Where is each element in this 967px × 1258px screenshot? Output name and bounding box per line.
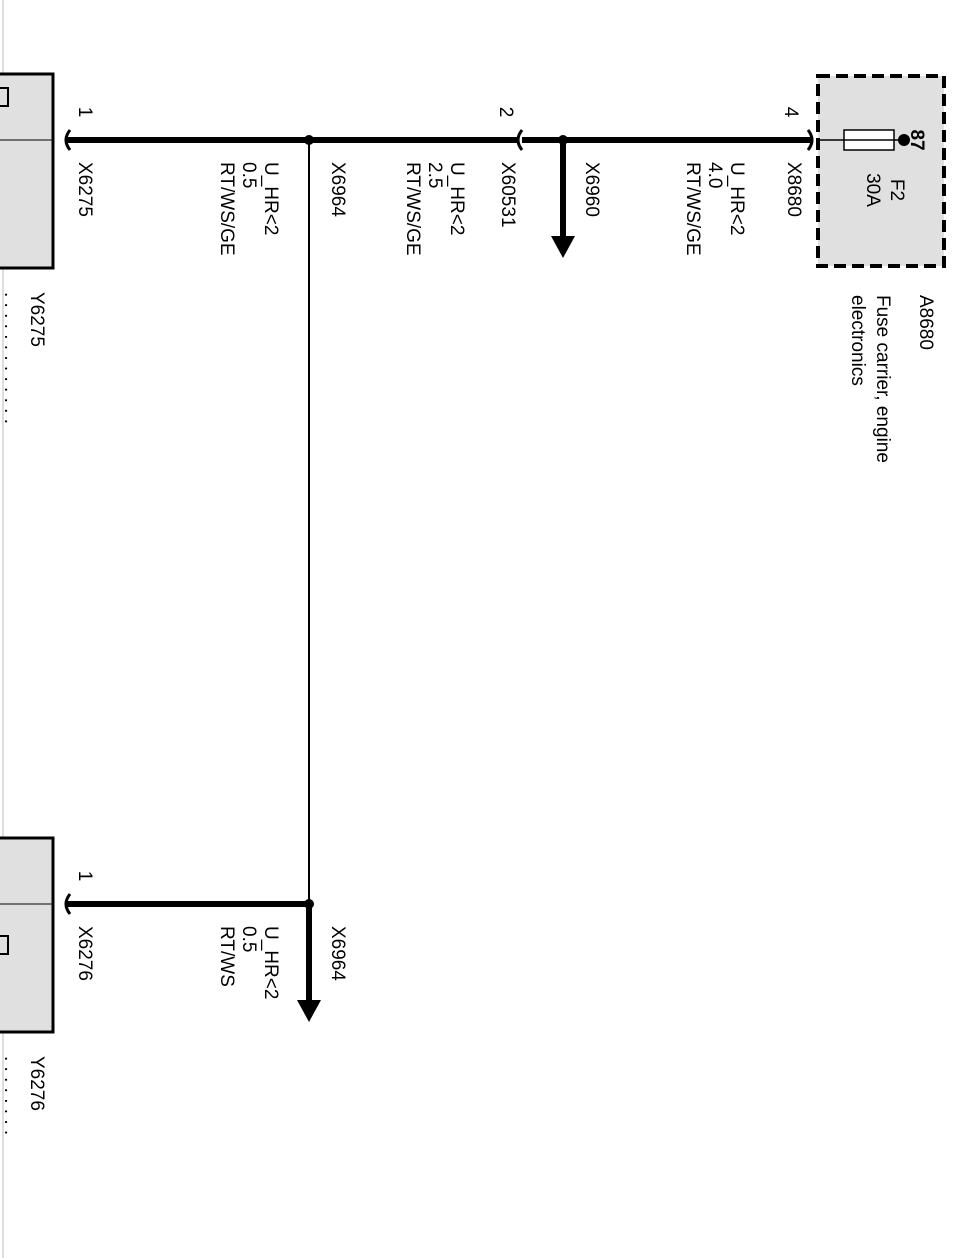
- arrow-down-icon: [551, 236, 575, 258]
- wire-w2-size: 2.5: [424, 162, 445, 188]
- pin-x6275: 1: [74, 107, 95, 118]
- component-y6276-symbol: [0, 935, 9, 955]
- component-y6275-symbol: [0, 87, 9, 107]
- component-y6275[interactable]: [0, 72, 55, 270]
- connector-x6275-label: X6275: [74, 162, 95, 217]
- connector-x60531-symbol[interactable]: [516, 129, 524, 151]
- fuse-id-label: F2: [886, 179, 907, 201]
- fuse-carrier-name-line1: Fuse carrier, engine: [872, 295, 893, 463]
- connector-x6964-top-label: X6964: [327, 162, 348, 217]
- wire-w2-signal: U_HR<2: [446, 162, 467, 235]
- connector-x8680-label: X8680: [783, 162, 804, 217]
- fuse-pin-dot: [898, 134, 910, 146]
- connector-x6276-label: X6276: [74, 926, 95, 981]
- fuse-rating-label: 30A: [862, 173, 883, 207]
- pin-x8680: 4: [780, 107, 801, 118]
- pin-x60531: 2: [495, 107, 516, 118]
- wire-w2-color: RT/WS/GE: [402, 162, 423, 256]
- wire-w3-size: 0.5: [238, 162, 259, 188]
- component-y6276[interactable]: [0, 836, 55, 1034]
- fuse-carrier-a8680[interactable]: 87 F2 30A: [816, 74, 946, 268]
- component-y6275-id: Y6275: [26, 292, 47, 347]
- connector-x6964-bottom-label: X6964: [327, 926, 348, 981]
- connector-x60531-label: X60531: [497, 162, 518, 228]
- wire-w4-size: 0.5: [238, 926, 259, 952]
- component-y6275-name-clipped: . . . . . . . . . . . . .: [0, 292, 21, 424]
- fuse-carrier-box: [816, 74, 946, 268]
- arrow-down-icon: [297, 1000, 321, 1022]
- wire-w4-signal: U_HR<2: [260, 926, 281, 999]
- connector-x8680-symbol[interactable]: [806, 129, 814, 151]
- wire-w1-signal: U_HR<2: [726, 162, 747, 235]
- wire-w3-color: RT/WS/GE: [216, 162, 237, 256]
- connector-x6960-label: X6960: [581, 162, 602, 217]
- wire-w1-color: RT/WS/GE: [682, 162, 703, 256]
- fuse-pin-label: 87: [906, 129, 927, 150]
- wire-w3-signal: U_HR<2: [260, 162, 281, 235]
- fuse-carrier-id: A8680: [915, 295, 936, 350]
- component-y6276-id: Y6276: [26, 1056, 47, 1111]
- wire-w4-color: RT/WS: [216, 926, 237, 987]
- connector-x6275-symbol[interactable]: [64, 129, 72, 151]
- wire-w1-size: 4.0: [704, 162, 725, 188]
- component-y6276-name-clipped: . . . . . . . .: [0, 1056, 21, 1135]
- fuse-carrier-name-line2: electronics: [847, 295, 868, 386]
- pin-x6276: 1: [74, 871, 95, 882]
